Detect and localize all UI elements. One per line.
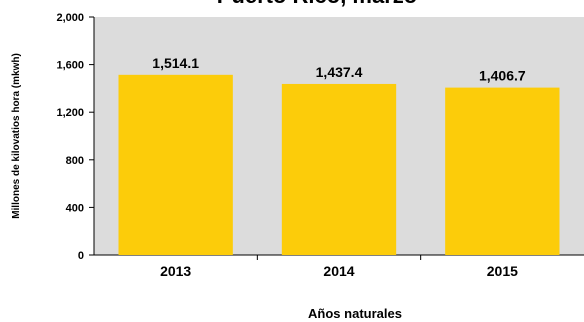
bar-2014 xyxy=(281,83,397,255)
bars: 1,514.1 1,437.4 1,406.7 xyxy=(118,55,560,256)
x-axis-title: Años naturales xyxy=(308,306,402,321)
y-tick-label: 2,000 xyxy=(56,12,84,24)
data-label: 1,437.4 xyxy=(316,64,363,80)
y-tick-label: 1,200 xyxy=(56,107,84,119)
y-tick-label: 800 xyxy=(66,155,84,167)
bar-2015 xyxy=(445,87,560,256)
bar-2013 xyxy=(118,74,233,255)
x-tick-label: 2014 xyxy=(323,263,354,279)
x-tick-label: 2013 xyxy=(160,263,191,279)
x-axis-ticks: 2013 2014 2015 xyxy=(160,255,518,279)
chart-title: Puerto Rico, marzo xyxy=(217,0,417,8)
x-tick-label: 2015 xyxy=(487,263,518,279)
data-label: 1,406.7 xyxy=(479,68,526,84)
y-tick-label: 0 xyxy=(78,250,84,262)
y-tick-label: 1,600 xyxy=(56,60,84,72)
y-tick-label: 400 xyxy=(66,202,84,214)
y-axis-ticks: 0 400 800 1,200 1,600 2,000 xyxy=(56,12,94,262)
data-label: 1,514.1 xyxy=(152,55,199,71)
y-axis-title: Millones de kilovatios hora (mkwh) xyxy=(11,53,22,219)
